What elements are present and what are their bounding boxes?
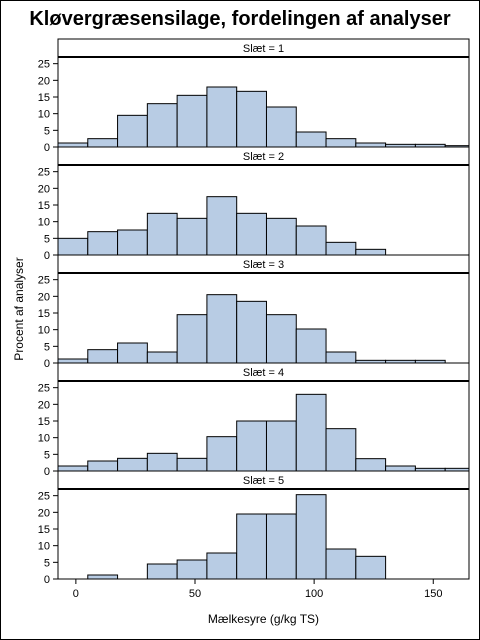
panel-strip-label: Slæt = 3 <box>243 259 284 271</box>
panel-strip-label: Slæt = 1 <box>243 43 284 55</box>
histogram-bar <box>117 114 148 148</box>
histogram-bar <box>146 212 178 256</box>
histogram-bar <box>325 351 357 364</box>
histogram-bar <box>87 460 119 472</box>
histogram-bar <box>236 300 267 364</box>
y-tick-label: 10 <box>38 325 50 337</box>
histogram-bar <box>265 420 297 472</box>
histogram-bar <box>206 294 238 364</box>
histogram-bar <box>117 229 148 256</box>
y-tick-label: 10 <box>38 541 50 553</box>
y-tick-label: 0 <box>44 358 50 370</box>
histogram-bar <box>57 465 89 472</box>
y-tick-label: 10 <box>38 109 50 121</box>
histogram-bar <box>57 142 89 148</box>
histogram-bar <box>385 465 416 472</box>
histogram-bar <box>146 351 178 364</box>
y-tick-label: 5 <box>44 449 50 461</box>
panel-strip-label: Slæt = 2 <box>243 151 284 163</box>
y-tick-label: 25 <box>38 491 50 503</box>
histogram-bar <box>206 86 238 148</box>
y-tick-label: 20 <box>38 507 50 519</box>
histogram-bar <box>87 574 119 580</box>
histogram-bar <box>295 225 327 256</box>
histogram-bar <box>325 428 357 472</box>
histogram-bar <box>206 436 238 472</box>
y-tick-label: 25 <box>38 275 50 287</box>
histogram-bar <box>355 555 387 580</box>
y-tick-label: 25 <box>38 167 50 179</box>
y-tick-label: 15 <box>38 416 50 428</box>
histogram-bar <box>117 342 148 364</box>
histogram-bar <box>206 552 238 580</box>
y-tick-label: 20 <box>38 75 50 87</box>
histogram-bar <box>236 90 267 148</box>
histogram-bar <box>176 457 208 472</box>
y-tick-label: 20 <box>38 399 50 411</box>
histogram-bar <box>265 106 297 148</box>
x-axis-title: Mælkesyre (g/kg TS) <box>208 612 319 626</box>
y-tick-label: 25 <box>38 383 50 395</box>
y-tick-label: 0 <box>44 250 50 262</box>
x-tick-label: 100 <box>305 588 323 600</box>
x-tick-label: 0 <box>73 588 79 600</box>
histogram-bar <box>325 138 357 148</box>
histogram-bar <box>325 241 357 256</box>
panel-strip-label: Slæt = 4 <box>243 367 284 379</box>
y-tick-label: 15 <box>38 308 50 320</box>
histogram-bar <box>325 548 357 580</box>
histogram-bar <box>117 457 148 472</box>
y-tick-label: 5 <box>44 557 50 569</box>
histogram-bar <box>355 142 387 148</box>
y-tick-label: 0 <box>44 574 50 586</box>
histogram-bar <box>57 358 89 364</box>
histogram-bar <box>295 131 327 148</box>
y-tick-label: 15 <box>38 92 50 104</box>
y-tick-label: 0 <box>44 142 50 154</box>
histogram-bar <box>355 248 387 256</box>
histogram-bar <box>87 231 119 256</box>
histogram-bar <box>176 217 208 256</box>
y-tick-label: 0 <box>44 466 50 478</box>
histogram-bar <box>206 196 238 256</box>
y-tick-label: 15 <box>38 200 50 212</box>
y-tick-label: 5 <box>44 233 50 245</box>
histogram-bar <box>176 94 208 148</box>
histogram-bar <box>87 138 119 148</box>
y-tick-label: 20 <box>38 291 50 303</box>
histogram-bar <box>176 559 208 580</box>
histogram-bar <box>295 494 327 580</box>
x-tick-label: 50 <box>189 588 201 600</box>
panel-strip-label: Slæt = 5 <box>243 475 284 487</box>
y-tick-label: 5 <box>44 341 50 353</box>
histogram-bar <box>236 420 267 472</box>
x-tick-label: 150 <box>424 588 442 600</box>
histogram-bar <box>295 393 327 472</box>
histogram-bar <box>355 458 387 472</box>
histogram-bar <box>236 513 267 580</box>
y-tick-label: 10 <box>38 433 50 445</box>
y-tick-label: 10 <box>38 217 50 229</box>
y-axis-title: Procent af analyser <box>12 257 26 360</box>
histogram-bar <box>295 328 327 364</box>
y-tick-label: 5 <box>44 125 50 137</box>
chart-title: Kløvergræsensilage, fordelingen af analy… <box>29 8 451 30</box>
histogram-bar <box>265 513 297 580</box>
histogram-bar <box>146 103 178 148</box>
histogram-bar <box>146 563 178 580</box>
y-tick-label: 20 <box>38 183 50 195</box>
histogram-bar <box>146 452 178 472</box>
histogram-bar <box>87 349 119 364</box>
histogram-bar <box>57 237 89 256</box>
histogram-bar <box>176 314 208 364</box>
y-tick-label: 25 <box>38 59 50 71</box>
histogram-bar <box>236 212 267 256</box>
histogram-bar <box>265 217 297 256</box>
y-tick-label: 15 <box>38 524 50 536</box>
histogram-bar <box>265 314 297 364</box>
